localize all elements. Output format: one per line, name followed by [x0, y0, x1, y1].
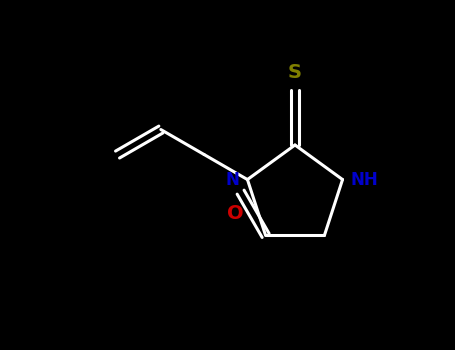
Text: O: O — [228, 204, 244, 223]
Text: NH: NH — [350, 170, 378, 189]
Text: S: S — [288, 63, 302, 82]
Text: N: N — [226, 170, 239, 189]
